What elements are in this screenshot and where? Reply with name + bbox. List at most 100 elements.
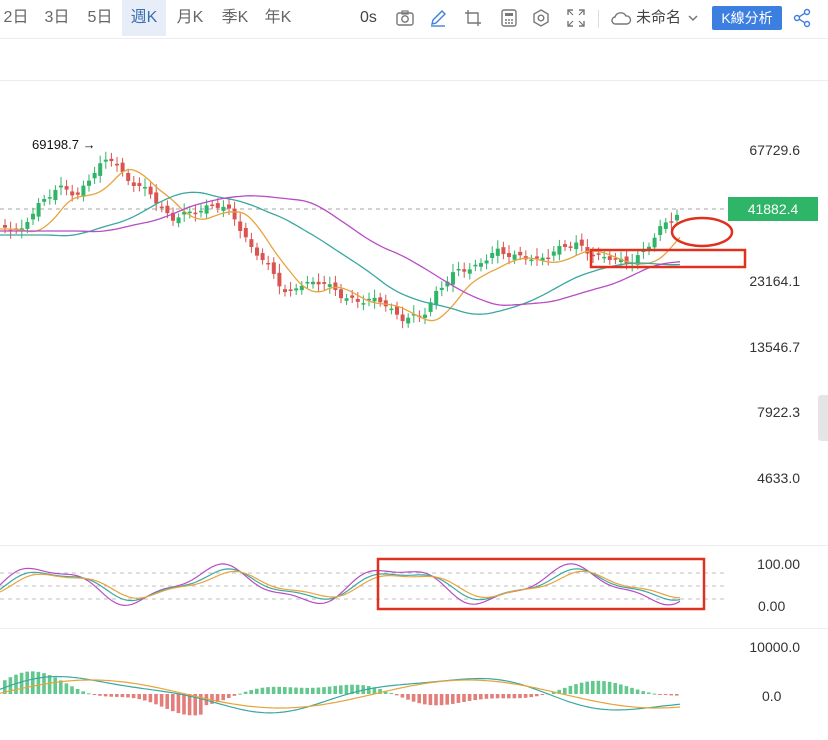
macd-histogram-bar	[187, 694, 192, 716]
candle-body	[232, 208, 237, 220]
macd-histogram-bar	[137, 694, 141, 700]
candle-body	[165, 205, 170, 214]
candle-body	[467, 269, 472, 274]
macd-histogram-bar	[75, 688, 80, 694]
timeframe-2d[interactable]: 2日	[3, 9, 29, 26]
stoch-k-line	[0, 563, 681, 607]
macd-histogram-bar	[501, 694, 505, 699]
camera-icon[interactable]	[395, 8, 415, 28]
side-panel-handle[interactable]	[818, 395, 828, 441]
macd-histogram-bar	[81, 691, 85, 694]
candle-body	[238, 221, 243, 231]
candle-body	[283, 289, 287, 293]
candle-body	[495, 248, 500, 256]
candle-body	[423, 314, 427, 318]
candle-body	[389, 308, 394, 311]
candle-body	[266, 262, 271, 265]
settings-hex-icon[interactable]	[531, 8, 551, 28]
candle-body	[540, 257, 545, 261]
candle-body	[92, 172, 97, 179]
macd-signal-line	[0, 679, 681, 709]
candle-body	[31, 213, 35, 220]
kline-analysis-button[interactable]: K線分析	[712, 6, 782, 30]
timeframe-quarterly[interactable]: 季K	[221, 9, 249, 26]
candle-body	[546, 257, 551, 260]
macd-histogram-bar	[14, 674, 18, 694]
stoch-axis-label: 0.00	[758, 598, 786, 614]
macd-histogram-bar	[227, 694, 231, 699]
macd-histogram-bar	[658, 694, 662, 695]
crop-icon[interactable]	[463, 8, 483, 28]
candle-body	[563, 244, 567, 247]
cloud-icon[interactable]	[610, 8, 632, 28]
macd-histogram-bar	[70, 686, 74, 694]
candle-body	[176, 217, 181, 224]
macd-histogram-bar	[299, 687, 304, 694]
timeframe-monthly[interactable]: 月K	[176, 9, 204, 26]
candle-body	[115, 163, 119, 166]
timeframe-3d[interactable]: 3日	[44, 9, 70, 26]
macd-histogram-bar	[277, 686, 281, 694]
macd-histogram-bar	[294, 687, 298, 694]
candle-body	[277, 272, 282, 287]
macd-histogram-bar	[535, 694, 539, 697]
candle-body	[210, 204, 215, 207]
candle-body	[501, 247, 506, 255]
macd-histogram-bar	[92, 694, 97, 695]
candle-body	[675, 214, 679, 221]
ma-mid-line	[0, 191, 681, 315]
macd-histogram-bar	[484, 694, 489, 699]
macd-histogram-bar	[663, 694, 668, 696]
pencil-icon[interactable]	[428, 8, 448, 28]
macd-histogram-bar	[630, 687, 634, 694]
candle-body	[137, 183, 142, 187]
candle-body	[294, 288, 299, 291]
layout-name[interactable]: 未命名	[636, 9, 682, 26]
macd-histogram-bar	[607, 681, 612, 694]
candle-body	[395, 306, 399, 315]
candle-body	[479, 263, 483, 267]
candle-body	[428, 302, 433, 312]
price-axis-label: 23164.1	[749, 273, 800, 289]
calculator-icon[interactable]	[499, 8, 519, 28]
macd-histogram-bar	[378, 688, 382, 694]
macd-histogram-bar	[355, 684, 360, 694]
macd-histogram-bar	[266, 687, 270, 694]
toolbar-separator	[598, 10, 599, 28]
price-axis-label: 13546.7	[749, 339, 800, 355]
candle-body	[378, 297, 383, 303]
candle-body	[59, 185, 63, 188]
candle-body	[344, 298, 349, 301]
candle-body	[126, 172, 131, 181]
macd-histogram-bar	[143, 694, 147, 701]
candle-body	[36, 202, 41, 217]
timeframe-5d[interactable]: 5日	[87, 9, 113, 26]
candle-body	[451, 272, 455, 285]
candle-body	[148, 186, 153, 195]
macd-histogram-bar	[445, 694, 449, 705]
candle-body	[159, 206, 164, 209]
macd-histogram-bar	[635, 689, 640, 694]
macd-histogram-bar	[647, 692, 651, 694]
chevron-down-icon[interactable]	[686, 8, 700, 28]
macd-histogram-bar	[19, 672, 24, 694]
fullscreen-icon[interactable]	[566, 8, 586, 28]
candle-body	[551, 251, 556, 256]
macd-axis-label: 10000.0	[749, 639, 800, 655]
candle-body	[333, 282, 338, 290]
macd-histogram-bar	[221, 694, 225, 701]
candle-body	[199, 210, 203, 213]
timeframe-weekly[interactable]: 週K	[122, 0, 166, 36]
macd-histogram-bar	[126, 694, 130, 698]
stoch-pane-divider	[0, 545, 828, 546]
macd-histogram-bar	[243, 691, 248, 694]
interval-selector[interactable]: 0s	[360, 9, 377, 26]
share-icon[interactable]	[792, 8, 812, 28]
macd-histogram-bar	[400, 694, 405, 698]
candle-body	[70, 191, 75, 196]
timeframe-yearly[interactable]: 年K	[264, 9, 292, 26]
macd-histogram-bar	[383, 690, 388, 694]
stoch-j-line	[0, 570, 681, 599]
candle-body	[255, 247, 259, 256]
